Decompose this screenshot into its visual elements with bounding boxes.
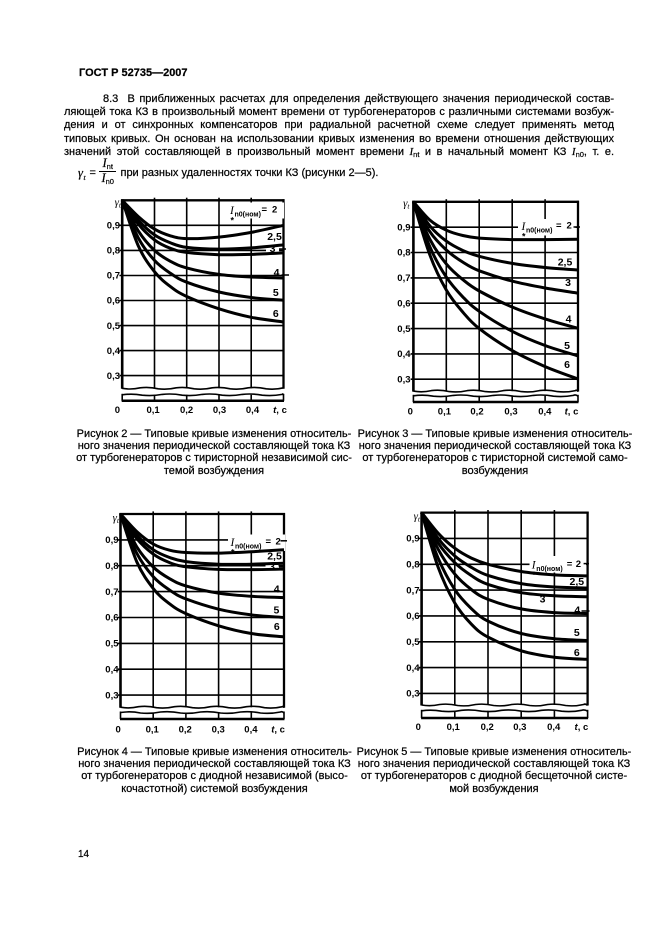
svg-text:2: 2 (276, 537, 281, 548)
svg-text:5: 5 (564, 340, 570, 352)
svg-text:t, c: t, c (565, 406, 579, 417)
svg-text:0,6: 0,6 (107, 296, 120, 307)
svg-text:0,1: 0,1 (447, 722, 461, 733)
svg-text:0,2: 0,2 (481, 722, 494, 733)
svg-text:t, c: t, c (273, 405, 287, 416)
svg-text:3: 3 (269, 561, 275, 573)
svg-text:0: 0 (408, 406, 413, 417)
svg-text:2,5: 2,5 (267, 231, 282, 243)
svg-text:2,5: 2,5 (569, 576, 584, 588)
svg-text:6: 6 (273, 308, 279, 320)
svg-text:0,9: 0,9 (107, 221, 120, 232)
svg-text:0,6: 0,6 (397, 298, 410, 309)
svg-text:0,4: 0,4 (246, 405, 260, 416)
svg-text:=: = (262, 205, 268, 216)
svg-text:I: I (230, 537, 236, 549)
svg-text:γt: γt (403, 198, 410, 211)
svg-text:t, c: t, c (271, 725, 285, 736)
svg-text:I: I (521, 221, 527, 233)
svg-text:0,9: 0,9 (406, 534, 419, 545)
svg-text:=: = (266, 537, 272, 548)
svg-text:0,5: 0,5 (406, 637, 420, 648)
svg-text:0,7: 0,7 (397, 273, 410, 284)
svg-text:t, c: t, c (575, 722, 589, 733)
svg-text:0: 0 (416, 722, 421, 733)
svg-text:0,7: 0,7 (406, 585, 419, 596)
svg-text:3: 3 (540, 594, 546, 606)
svg-text:0,3: 0,3 (212, 725, 225, 736)
svg-text:0,3: 0,3 (107, 371, 120, 382)
svg-text:0,3: 0,3 (513, 722, 526, 733)
svg-text:3: 3 (270, 243, 276, 255)
svg-text:0,4: 0,4 (538, 406, 552, 417)
svg-text:0,3: 0,3 (105, 690, 118, 701)
svg-text:5: 5 (273, 605, 279, 617)
svg-text:n0(ном): n0(ном) (235, 212, 261, 219)
svg-text:6: 6 (574, 647, 580, 659)
svg-text:0,2: 0,2 (470, 406, 483, 417)
svg-text:0,7: 0,7 (105, 587, 118, 598)
svg-text:6: 6 (274, 621, 280, 633)
svg-text:0,3: 0,3 (213, 405, 226, 416)
svg-text:0,5: 0,5 (397, 324, 411, 335)
svg-text:0,4: 0,4 (107, 346, 121, 357)
svg-text:0,4: 0,4 (105, 664, 119, 675)
svg-text:=: = (556, 221, 562, 232)
svg-text:0: 0 (115, 725, 120, 736)
svg-text:0,3: 0,3 (406, 689, 419, 700)
svg-text:γt: γt (115, 197, 122, 210)
svg-text:0,8: 0,8 (397, 248, 410, 259)
svg-text:0,6: 0,6 (406, 611, 419, 622)
svg-text:3: 3 (565, 277, 571, 289)
svg-text:0,3: 0,3 (504, 406, 517, 417)
svg-text:0,9: 0,9 (397, 222, 410, 233)
svg-text:0,4: 0,4 (397, 349, 411, 360)
svg-text:0,5: 0,5 (105, 639, 119, 650)
svg-text:0,1: 0,1 (146, 725, 160, 736)
svg-text:4: 4 (274, 267, 280, 279)
svg-text:γt: γt (113, 512, 120, 525)
svg-text:n0(ном): n0(ном) (536, 566, 562, 573)
svg-text:2: 2 (567, 221, 572, 232)
svg-text:*: * (532, 570, 536, 580)
svg-text:0,4: 0,4 (244, 725, 258, 736)
svg-text:I: I (531, 560, 537, 572)
svg-text:0,4: 0,4 (547, 722, 561, 733)
svg-text:0,1: 0,1 (146, 405, 160, 416)
svg-text:2: 2 (272, 205, 277, 216)
svg-text:I: I (229, 205, 235, 217)
svg-text:4: 4 (574, 605, 580, 617)
svg-text:0,3: 0,3 (397, 374, 410, 385)
svg-text:0,2: 0,2 (179, 725, 192, 736)
svg-text:0,4: 0,4 (406, 663, 420, 674)
svg-text:2,5: 2,5 (267, 551, 282, 563)
svg-text:0,8: 0,8 (107, 246, 120, 257)
svg-text:=: = (567, 559, 573, 570)
svg-text:6: 6 (564, 359, 570, 371)
svg-text:0,7: 0,7 (107, 271, 120, 282)
svg-text:0,8: 0,8 (406, 560, 419, 571)
svg-text:5: 5 (574, 627, 580, 639)
svg-text:n0(ном): n0(ном) (526, 228, 552, 235)
svg-text:0,5: 0,5 (107, 321, 121, 332)
svg-text:2: 2 (576, 559, 581, 570)
svg-text:*: * (231, 216, 235, 226)
svg-text:2,5: 2,5 (558, 257, 573, 269)
svg-text:5: 5 (273, 287, 279, 299)
svg-text:n0(ном): n0(ном) (235, 544, 261, 551)
svg-text:0,1: 0,1 (438, 406, 452, 417)
svg-text:4: 4 (566, 314, 572, 326)
svg-text:0,8: 0,8 (105, 561, 118, 572)
svg-text:*: * (522, 232, 526, 242)
svg-text:4: 4 (274, 584, 280, 596)
svg-text:0,9: 0,9 (105, 535, 118, 546)
svg-text:0,6: 0,6 (105, 613, 118, 624)
svg-text:*: * (231, 548, 235, 558)
svg-text:γt: γt (414, 511, 421, 524)
svg-text:0,2: 0,2 (180, 405, 193, 416)
svg-text:0: 0 (115, 405, 120, 416)
